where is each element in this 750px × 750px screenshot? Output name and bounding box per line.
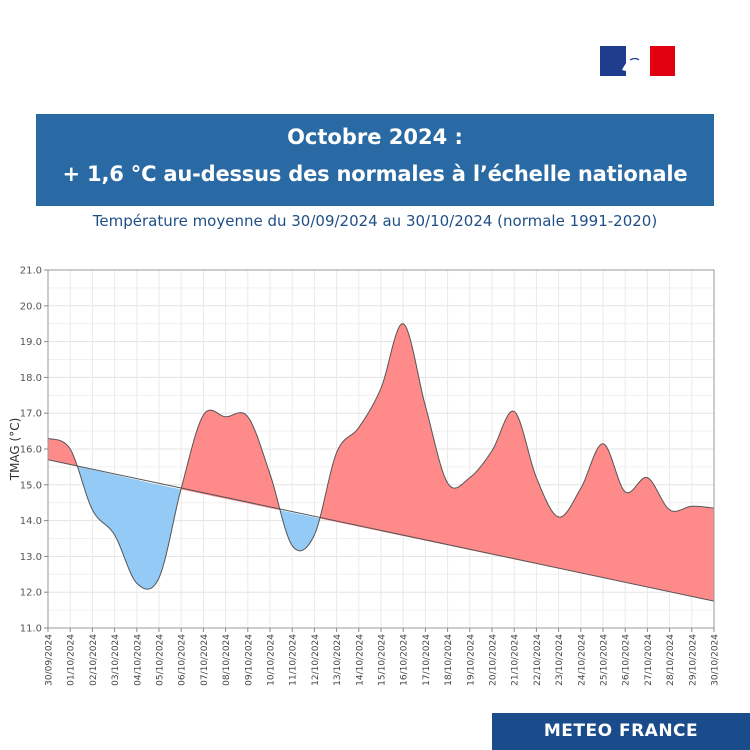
x-tick-label: 14/10/2024 — [355, 634, 365, 686]
french-republic-flag-icon — [600, 46, 675, 76]
page-title: Octobre 2024 : — [287, 125, 463, 149]
x-tick-label: 02/10/2024 — [89, 634, 99, 686]
normal-temperature-line — [47, 459, 715, 602]
above-normal-area — [319, 323, 714, 602]
y-tick-label: 11.0 — [20, 624, 42, 635]
above-normal-area — [48, 438, 78, 467]
x-tick-label: 08/10/2024 — [222, 634, 232, 686]
y-axis-title: TMAG (°C) — [8, 418, 22, 482]
x-tick-label: 04/10/2024 — [133, 634, 143, 686]
x-tick-label: 11/10/2024 — [289, 634, 299, 686]
x-tick-label: 28/10/2024 — [666, 634, 676, 686]
meteo-france-logo: METEO FRANCE — [492, 713, 750, 750]
x-tick-label: 05/10/2024 — [156, 634, 166, 686]
x-tick-label: 15/10/2024 — [378, 634, 388, 686]
x-tick-label: 26/10/2024 — [622, 634, 632, 686]
y-tick-label: 16.0 — [20, 445, 42, 456]
x-tick-label: 06/10/2024 — [178, 634, 188, 686]
chart-subtitle: Température moyenne du 30/09/2024 au 30/… — [92, 212, 658, 230]
x-tick-label: 30/10/2024 — [711, 634, 721, 686]
x-tick-label: 10/10/2024 — [267, 634, 277, 686]
x-tick-label: 24/10/2024 — [577, 634, 587, 686]
y-tick-label: 14.0 — [20, 516, 42, 527]
y-tick-label: 13.0 — [20, 552, 42, 563]
page-headline: + 1,6 °C au-dessus des normales à l’éche… — [62, 162, 688, 186]
y-tick-label: 20.0 — [20, 301, 42, 312]
x-tick-label: 17/10/2024 — [422, 634, 432, 686]
y-tick-label: 12.0 — [20, 588, 42, 599]
x-tick-label: 22/10/2024 — [533, 634, 543, 686]
y-tick-label: 18.0 — [20, 373, 42, 384]
x-tick-label: 27/10/2024 — [644, 634, 654, 686]
x-tick-label: 20/10/2024 — [489, 634, 499, 686]
below-normal-area — [77, 466, 181, 590]
x-tick-label: 16/10/2024 — [400, 634, 410, 686]
x-tick-label: 03/10/2024 — [111, 634, 121, 686]
y-tick-label: 17.0 — [20, 409, 42, 420]
x-tick-label: 21/10/2024 — [511, 634, 521, 686]
x-tick-label: 18/10/2024 — [444, 634, 454, 686]
y-tick-label: 21.0 — [20, 266, 42, 277]
x-tick-label: 01/10/2024 — [67, 634, 77, 686]
above-normal-area — [180, 410, 281, 511]
x-tick-label: 29/10/2024 — [688, 634, 698, 686]
x-tick-label: 23/10/2024 — [555, 634, 565, 686]
observed-temperature-line — [47, 323, 715, 590]
x-tick-label: 13/10/2024 — [333, 634, 343, 686]
temperature-chart: 11.0 12.0 13.0 14.0 15.0 16.0 17.0 18.0 19.0 20.0… — [8, 266, 721, 686]
x-tick-label: 07/10/2024 — [200, 634, 210, 686]
title-banner: Octobre 2024 : + 1,6 °C au-dessus des no… — [36, 114, 714, 206]
x-tick-label: 19/10/2024 — [466, 634, 476, 686]
y-tick-label: 19.0 — [20, 337, 42, 348]
x-tick-label: 30/09/2024 — [45, 634, 55, 686]
y-tick-label: 15.0 — [20, 480, 42, 491]
x-tick-label: 09/10/2024 — [244, 634, 254, 686]
x-tick-label: 12/10/2024 — [311, 634, 321, 686]
x-tick-label: 25/10/2024 — [600, 634, 610, 686]
